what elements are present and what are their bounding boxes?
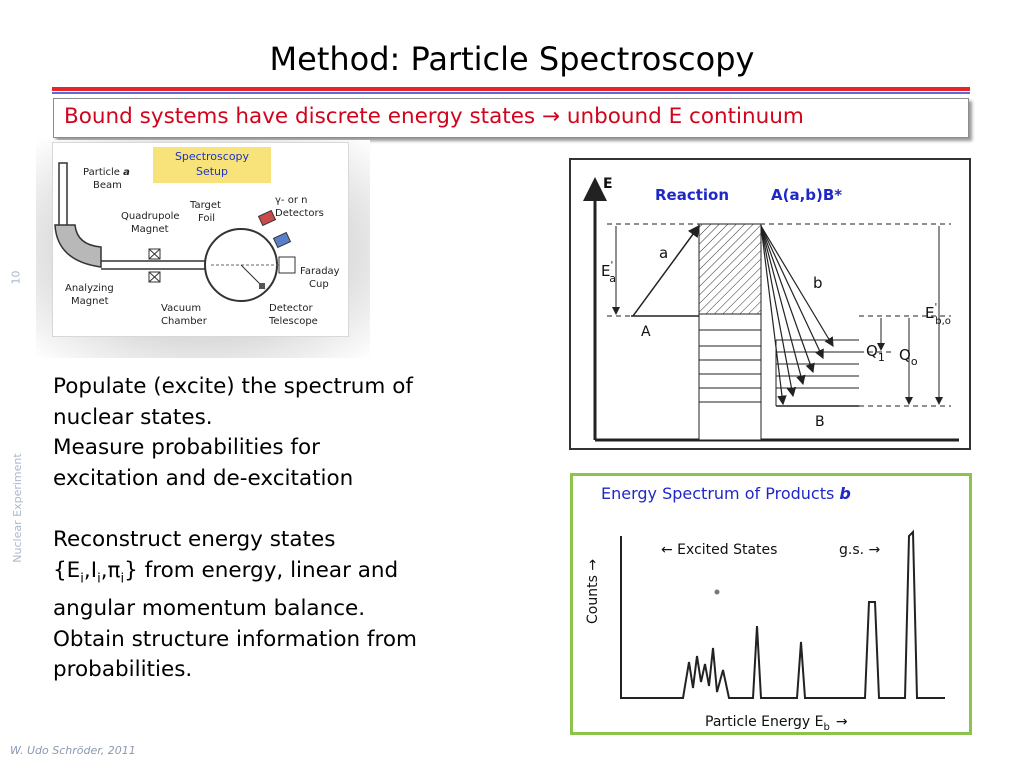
label-target: Target xyxy=(189,200,221,211)
energy-axis-label: E xyxy=(603,176,613,192)
subtitle-box: Bound systems have discrete energy state… xyxy=(53,98,969,138)
body-line: Reconstruct energy states xyxy=(53,527,336,552)
body-line-quantum-numbers: {Ei,Ii,πi} from energy, linear and xyxy=(53,557,399,586)
label-foil: Foil xyxy=(198,213,215,224)
excited-states-label: ← Excited States xyxy=(661,542,777,558)
gamma-detector-1 xyxy=(257,209,277,227)
detector-telescope xyxy=(259,283,265,289)
label-a: a xyxy=(659,244,668,262)
setup-figure: Spectroscopy Setup Particle a Beam Quadr… xyxy=(52,142,349,337)
label-A: A xyxy=(641,324,651,340)
reaction-diagram: E Reaction A(a,b)B* A a E' a xyxy=(569,158,971,450)
slide-title: Method: Particle Spectroscopy xyxy=(269,40,755,78)
label-Q0: Qo xyxy=(899,346,918,368)
label-particle: Particle a xyxy=(83,167,130,178)
setup-badge-line2: Setup xyxy=(196,165,228,178)
gamma-detector-2 xyxy=(272,231,292,249)
topic-label: Nuclear Experiment xyxy=(11,453,24,563)
label-Ebo: E' b,o xyxy=(925,302,951,327)
reaction-heading-1: Reaction xyxy=(655,186,729,204)
footer-author: W. Udo Schröder, 2011 xyxy=(10,744,136,757)
body-line: angular momentum balance. xyxy=(53,596,366,622)
body-line: Populate (excite) the spectrum of xyxy=(53,374,413,399)
label-quadrupole-magnet: Magnet xyxy=(131,224,169,235)
ground-state-label: g.s. → xyxy=(839,542,881,558)
body-text: Populate (excite) the spectrum of nuclea… xyxy=(53,372,503,686)
residual-levels xyxy=(775,339,859,407)
spectrum-xlabel: Particle Energy Eb → xyxy=(705,714,848,732)
title-underline-red xyxy=(52,87,970,91)
label-analyzing-magnet: Magnet xyxy=(71,296,109,307)
body-line: nuclear states. xyxy=(53,404,213,430)
subtitle-text: Bound systems have discrete energy state… xyxy=(64,104,804,129)
arrow-a xyxy=(632,224,700,317)
label-faraday: Faraday xyxy=(300,266,340,277)
label-b: b xyxy=(813,274,823,292)
label-cup: Cup xyxy=(309,279,329,290)
title-underline-blue xyxy=(52,92,970,94)
body-line: excitation and de-excitation xyxy=(53,465,354,491)
page-number: 10 xyxy=(9,270,23,285)
label-gamma: γ- or n xyxy=(275,195,307,206)
reaction-heading-2: A(a,b)B* xyxy=(771,186,842,204)
label-detectors: Detectors xyxy=(275,208,324,219)
label-beam: Beam xyxy=(93,180,122,191)
body-line: Obtain structure information from xyxy=(53,626,417,652)
label-Q1: Q1 xyxy=(866,342,885,364)
label-quadrupole: Quadrupole xyxy=(121,211,180,222)
label-analyzing: Analyzing xyxy=(65,283,114,294)
beam-pipe-vertical xyxy=(58,162,68,234)
label-Ea: E' a xyxy=(601,260,616,285)
label-chamber: Chamber xyxy=(161,316,208,327)
label-telescope: Telescope xyxy=(268,316,318,327)
analyzing-magnet xyxy=(54,224,102,268)
spectrum-ylabel: Counts → xyxy=(585,559,601,624)
label-vacuum: Vacuum xyxy=(161,303,201,314)
arrows-b xyxy=(760,225,834,406)
setup-badge xyxy=(153,147,271,183)
body-line: probabilities. xyxy=(53,657,193,683)
spectrum-panel: Energy Spectrum of Products b ← Excited … xyxy=(570,473,972,735)
body-line: Measure probabilities for xyxy=(53,435,320,460)
label-detector: Detector xyxy=(269,303,313,314)
faraday-cup xyxy=(278,256,296,274)
spectrum-title: Energy Spectrum of Products b xyxy=(601,484,851,503)
label-B: B xyxy=(815,414,825,430)
level-ladder xyxy=(698,313,762,441)
spectrum-trace xyxy=(620,529,945,699)
continuum-region xyxy=(698,223,762,315)
setup-badge-line1: Spectroscopy xyxy=(175,150,250,163)
spectrum-dot xyxy=(714,589,720,595)
